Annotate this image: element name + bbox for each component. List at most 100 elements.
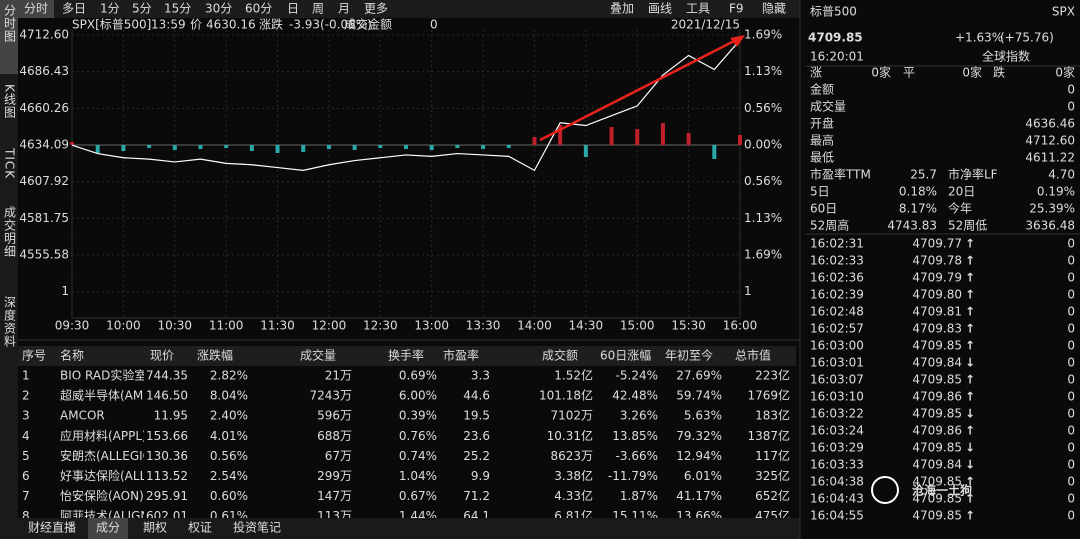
toolbar-button[interactable]: 分时: [24, 2, 48, 16]
table-cell: 1.04%: [399, 469, 437, 483]
volume-bar: [532, 137, 537, 146]
table-cell: 应用材料(APPL): [60, 428, 147, 443]
trade-price: 4709.83: [912, 322, 962, 336]
trade-volume: 0: [1067, 509, 1075, 523]
trade-volume: 0: [1067, 322, 1075, 336]
chart-date: 2021/12/15: [671, 18, 740, 32]
stat-value: 0.19%: [1037, 185, 1075, 199]
table-header: 总市值: [735, 348, 771, 363]
toolbar-button[interactable]: 30分: [205, 2, 232, 16]
toolbar-active: [18, 0, 54, 18]
trade-volume: 0: [1067, 271, 1075, 285]
table-cell: 223亿: [755, 368, 790, 383]
pct-label: 1: [744, 284, 752, 298]
bottom-tab[interactable]: 成分: [96, 521, 120, 535]
toolbar-button[interactable]: 1分: [100, 2, 120, 16]
side-tab[interactable]: 深度资料: [3, 296, 17, 348]
trade-dir: ↑: [965, 288, 975, 302]
watermark-icon: [871, 476, 899, 504]
table-cell: 0.69%: [399, 369, 437, 383]
trade-price: 4709.85: [912, 373, 962, 387]
toolbar-button[interactable]: 月: [338, 2, 350, 16]
bottom-tab[interactable]: 财经直播: [28, 521, 76, 535]
y-label: 4660.26: [19, 101, 69, 115]
toolbar-button[interactable]: 工具: [686, 2, 710, 16]
bottom-tab[interactable]: 投资笔记: [233, 520, 281, 535]
table-cell: 5: [22, 449, 30, 463]
bottom-tab[interactable]: 权证: [188, 521, 212, 535]
trade-volume: 0: [1067, 441, 1075, 455]
stat-value: 4712.60: [1025, 134, 1075, 148]
volume-bar: [455, 145, 460, 149]
table-cell: 6.01%: [684, 469, 722, 483]
table-cell: 6.00%: [399, 389, 437, 403]
toolbar-button[interactable]: 隐藏: [762, 2, 786, 16]
side-tab[interactable]: 分时图: [3, 4, 17, 43]
table-cell: 1769亿: [747, 388, 790, 403]
bottom-tab[interactable]: 期权: [143, 521, 167, 535]
stat-label: 成交量: [810, 99, 846, 114]
toolbar-button[interactable]: 日: [287, 2, 299, 16]
table-header: 涨跌幅: [197, 348, 233, 363]
table-header: 名称: [60, 348, 84, 363]
toolbar-button[interactable]: 周: [312, 2, 324, 16]
trade-dir: ↓: [965, 407, 975, 421]
table-cell: 3.26%: [620, 409, 658, 423]
table-cell: BIO RAD实验室: [60, 368, 146, 383]
x-label: 15:00: [620, 319, 655, 333]
trade-volume: 0: [1067, 390, 1075, 404]
volume-bar: [249, 145, 254, 152]
pct-label: 0.56%: [744, 174, 782, 188]
volume-bar: [558, 125, 563, 146]
table-cell: 1.44%: [399, 509, 437, 523]
trade-dir: ↑: [965, 322, 975, 336]
stat-value: 0.18%: [899, 185, 937, 199]
stat-label: 今年: [948, 201, 972, 216]
toolbar-button[interactable]: 多日: [62, 2, 86, 16]
stat-value: 8.17%: [899, 202, 937, 216]
toolbar-button[interactable]: 叠加: [610, 2, 634, 16]
table-cell: 12.94%: [676, 449, 722, 463]
x-label: 12:30: [363, 319, 398, 333]
quote-pct: +1.63%: [955, 31, 1003, 45]
info-amount: 0: [430, 18, 438, 32]
toolbar-button[interactable]: 15分: [164, 2, 191, 16]
table-cell: 2.54%: [210, 469, 248, 483]
table-cell: -3.66%: [616, 449, 658, 463]
toolbar-button[interactable]: 画线: [648, 2, 672, 16]
quote-time: 16:20:01: [810, 50, 864, 64]
side-tab[interactable]: 成交明细: [3, 206, 17, 258]
side-tab[interactable]: K线图: [3, 84, 17, 119]
trade-dir: ↑: [965, 305, 975, 319]
toolbar-button[interactable]: 更多: [364, 2, 388, 16]
trade-volume: 0: [1067, 407, 1075, 421]
trade-dir: ↑: [965, 475, 975, 489]
table-cell: 好事达保险(ALL): [60, 468, 151, 483]
table-cell: 113万: [317, 509, 352, 523]
info-price-label: 价: [190, 18, 202, 32]
volume-bar: [224, 145, 229, 149]
table-cell: 2.82%: [210, 369, 248, 383]
trade-dir: ↑: [965, 254, 975, 268]
trade-time: 16:03:29: [810, 441, 864, 455]
toolbar-button[interactable]: 5分: [132, 2, 152, 16]
toolbar-button[interactable]: F9: [729, 2, 744, 16]
table-cell: 安朗杰(ALLEGION): [60, 448, 166, 463]
trade-volume: 0: [1067, 458, 1075, 472]
trade-price: 4709.86: [912, 390, 962, 404]
trade-dir: ↑: [965, 339, 975, 353]
trade-time: 16:02:33: [810, 254, 864, 268]
table-cell: 5.63%: [684, 409, 722, 423]
trend-arrow: [539, 36, 741, 142]
side-tab[interactable]: TICK: [3, 147, 17, 179]
trade-price: 4709.80: [912, 288, 962, 302]
side-tabs-bg: [0, 0, 18, 539]
trade-dir: ↑: [965, 271, 975, 285]
trade-price: 4709.81: [912, 305, 962, 319]
volume-bar: [635, 129, 640, 146]
toolbar-button[interactable]: 60分: [245, 2, 272, 16]
x-label: 09:30: [55, 319, 90, 333]
table-header: 换手率: [388, 348, 424, 363]
stat-label: 52周低: [948, 219, 987, 233]
